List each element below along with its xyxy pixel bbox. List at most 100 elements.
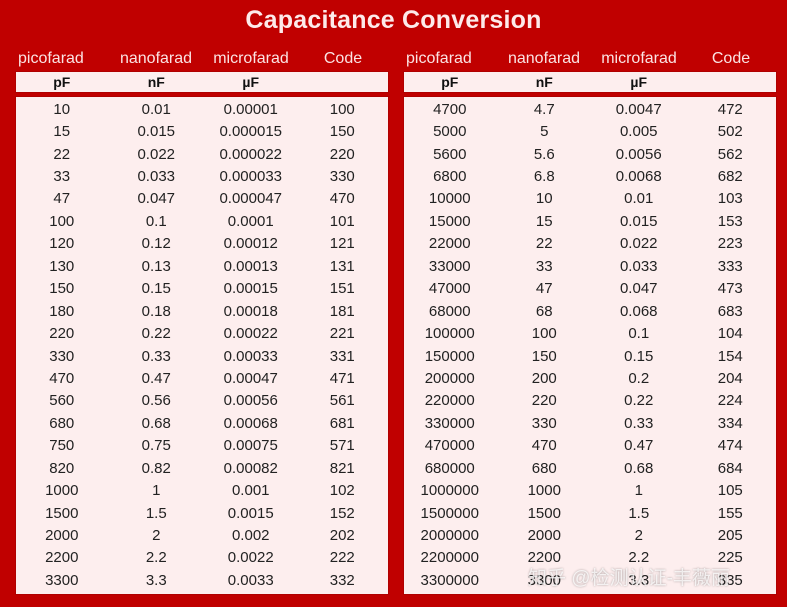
pf-cell: 6800 [433, 168, 467, 186]
table-row: 3300000 3300 3.3 335 [404, 569, 776, 591]
pf-cell: 130 [49, 257, 75, 275]
pf-cell: 330000 [424, 414, 475, 432]
nf-cell: 0.12 [141, 235, 171, 253]
uf-cell: 0.00056 [223, 392, 278, 410]
uf-cell: 0.00018 [223, 302, 278, 320]
table-row: 330 0.33 0.00033 331 [16, 345, 388, 367]
nf-cell: 0.022 [137, 145, 176, 163]
column-names: picofarad nanofarad microfarad Code [15, 47, 389, 70]
code-cell: 474 [717, 437, 743, 455]
table-body: 10 0.01 0.00001 100 15 0.015 0.000015 150 22 0.02… [15, 96, 389, 595]
table-row: 2000 2 0.002 202 [16, 524, 388, 546]
uf-cell: 0.0015 [227, 504, 274, 522]
pf-cell: 1000000 [420, 482, 479, 500]
nf-cell: 5.6 [533, 145, 555, 163]
table-row: 22000 22 0.022 223 [404, 233, 776, 255]
uf-cell: 0.01 [624, 190, 654, 208]
table-row: 820 0.82 0.00082 821 [16, 457, 388, 479]
pf-cell: 220 [49, 325, 75, 343]
nf-cell: 2.2 [145, 549, 167, 567]
pf-cell: 1500 [45, 504, 79, 522]
col-name-microfarad: microfarad [213, 49, 289, 67]
pf-cell: 180 [49, 302, 75, 320]
code-cell: 205 [717, 527, 743, 545]
pf-cell: 2200000 [420, 549, 479, 567]
nf-cell: 200 [531, 369, 557, 387]
table-row: 47 0.047 0.000047 470 [16, 188, 388, 210]
table-row: 1500000 1500 1.5 155 [404, 502, 776, 524]
table-body: 4700 4.7 0.0047 472 5000 5 0.005 502 5600 5.6 0.00… [403, 96, 777, 595]
nf-cell: 15 [535, 212, 553, 230]
uf-cell: 0.000033 [219, 168, 283, 186]
uf-cell: 2.2 [628, 549, 650, 567]
code-cell: 121 [329, 235, 355, 253]
nf-cell: 0.18 [141, 302, 171, 320]
page-title: Capacitance Conversion [245, 6, 542, 34]
table-row: 1000000 1000 1 105 [404, 479, 776, 501]
code-cell: 681 [329, 414, 355, 432]
table-row: 33000 33 0.033 333 [404, 255, 776, 277]
nf-cell: 2000 [527, 527, 561, 545]
code-cell: 131 [329, 257, 355, 275]
table-row: 120 0.12 0.00012 121 [16, 233, 388, 255]
table-row: 150 0.15 0.00015 151 [16, 278, 388, 300]
unit-nf: nF [147, 74, 165, 90]
code-cell: 202 [329, 527, 355, 545]
code-cell: 224 [717, 392, 743, 410]
code-cell: 223 [717, 235, 743, 253]
table-row: 220000 220 0.22 224 [404, 390, 776, 412]
nf-cell: 47 [535, 280, 553, 298]
code-cell: 155 [717, 504, 743, 522]
pf-cell: 3300 [45, 571, 79, 589]
uf-cell: 0.0033 [227, 571, 274, 589]
uf-cell: 0.00015 [223, 280, 278, 298]
pf-cell: 470 [49, 369, 75, 387]
uf-cell: 0.0022 [227, 549, 274, 567]
uf-cell: 0.000015 [219, 123, 283, 141]
nf-cell: 0.13 [141, 257, 171, 275]
nf-cell: 0.47 [141, 369, 171, 387]
pf-cell: 200000 [424, 369, 475, 387]
code-cell: 225 [717, 549, 743, 567]
nf-cell: 3300 [527, 571, 561, 589]
code-cell: 683 [717, 302, 743, 320]
uf-cell: 0.00022 [223, 325, 278, 343]
uf-cell: 0.68 [624, 459, 654, 477]
code-cell: 154 [717, 347, 743, 365]
nf-cell: 5 [540, 123, 549, 141]
nf-cell: 1 [152, 482, 161, 500]
watermark: 知乎 @检测认证-丰薇丽 [528, 568, 730, 589]
code-cell: 204 [717, 369, 743, 387]
col-name-microfarad: microfarad [601, 49, 677, 67]
nf-cell: 0.015 [137, 123, 176, 141]
uf-cell: 0.00013 [223, 257, 278, 275]
pf-cell: 2000 [45, 527, 79, 545]
nf-cell: 0.75 [141, 437, 171, 455]
code-cell: 562 [717, 145, 743, 163]
uf-cell: 0.068 [619, 302, 658, 320]
pf-cell: 3300000 [420, 571, 479, 589]
code-cell: 181 [329, 302, 355, 320]
col-name-picofarad: picofarad [406, 49, 472, 67]
code-cell: 102 [329, 482, 355, 500]
nf-cell: 33 [535, 257, 553, 275]
nf-cell: 0.33 [141, 347, 171, 365]
nf-cell: 2 [152, 527, 161, 545]
table-row: 330000 330 0.33 334 [404, 412, 776, 434]
code-cell: 682 [717, 168, 743, 186]
code-cell: 220 [329, 145, 355, 163]
uf-cell: 0.000022 [219, 145, 283, 163]
nf-cell: 0.1 [145, 212, 167, 230]
pf-cell: 150 [49, 280, 75, 298]
pf-cell: 100000 [424, 325, 475, 343]
unit-nf: nF [535, 74, 553, 90]
uf-cell: 0.00082 [223, 459, 278, 477]
col-name-code: Code [711, 49, 751, 67]
uf-cell: 0.00033 [223, 347, 278, 365]
nf-cell: 2200 [527, 549, 561, 567]
nf-cell: 470 [531, 437, 557, 455]
unit-header: pF nF µF [403, 71, 777, 93]
pf-cell: 1000 [45, 482, 79, 500]
col-name-nanofarad: nanofarad [507, 49, 581, 67]
uf-cell: 0.001 [231, 482, 270, 500]
